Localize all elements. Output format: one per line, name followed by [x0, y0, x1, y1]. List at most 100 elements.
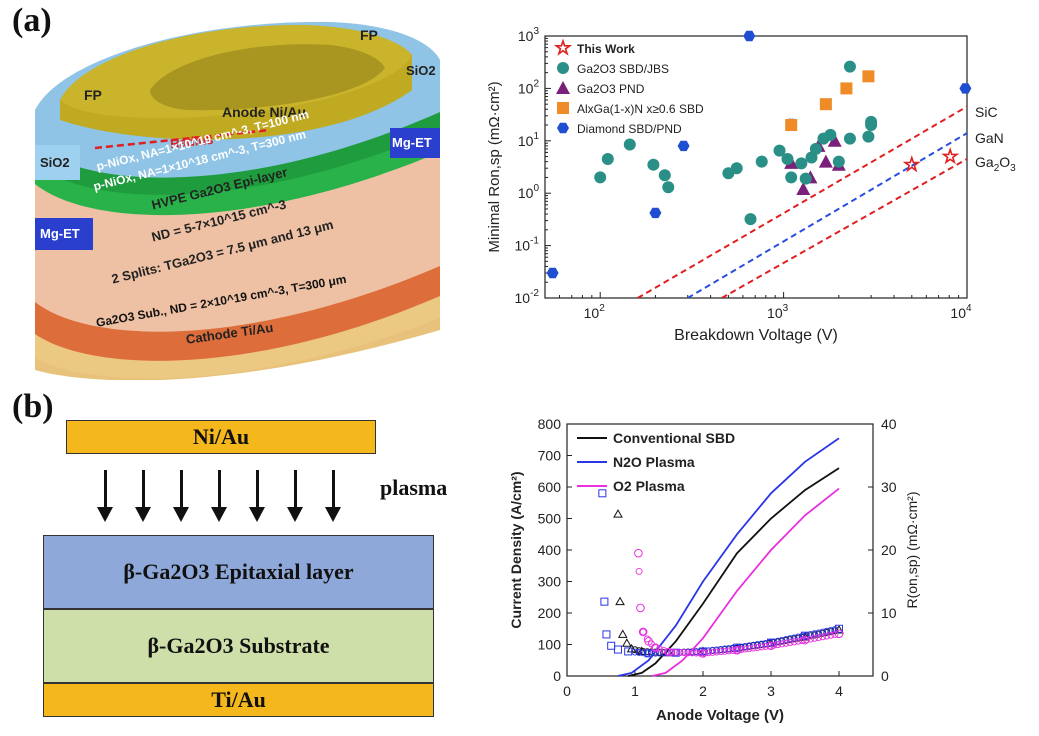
limit-line-Ga2O3 — [721, 158, 967, 298]
ron-dense-point — [794, 637, 802, 645]
legend-label: Conventional SBD — [613, 430, 735, 446]
y-right-tick-label: 30 — [881, 479, 897, 495]
point-circle — [601, 152, 614, 165]
ron-dense-point — [762, 643, 770, 650]
epitaxial-label: β-Ga2O3 Epitaxial layer — [123, 559, 354, 584]
point-circle — [799, 172, 812, 185]
ron-dense-point — [749, 644, 757, 652]
y-tick-label: 200 — [538, 605, 562, 621]
y-right-tick-label: 0 — [881, 668, 889, 684]
ron-dense-point — [806, 631, 814, 639]
y-axis-label: Minimal Ron,sp (mΩ·cm²) — [486, 81, 503, 252]
point-circle — [862, 130, 875, 143]
ron-point — [634, 548, 643, 558]
ron-dense-point — [704, 649, 712, 657]
plasma-arrow-4 — [211, 470, 227, 522]
ti-au-label: Ti/Au — [211, 687, 266, 712]
limit-label-gan: GaN — [975, 130, 1004, 146]
point-star — [902, 155, 921, 173]
ron-dense-point — [709, 648, 716, 656]
point-circle — [795, 157, 808, 170]
ron-point — [615, 596, 625, 606]
ti-au-layer: Ti/Au — [43, 683, 434, 717]
legend-label: Diamond SBD/PND — [577, 122, 682, 136]
y-tick-label: 10-2 — [515, 288, 540, 306]
plasma-arrow-1 — [97, 470, 113, 522]
x-tick-label: 2 — [699, 683, 707, 699]
ron-dense-point — [635, 567, 643, 575]
y-axis-label: Current Density (A/cm²) — [508, 471, 524, 628]
ron-point — [834, 625, 844, 634]
point-circle — [594, 171, 607, 184]
ron-dense-point — [639, 649, 647, 657]
ron-dense-point — [643, 649, 651, 657]
ron-dense-point — [647, 649, 655, 657]
y-tick-label: 500 — [538, 511, 562, 527]
y-right-tick-label: 20 — [881, 542, 897, 558]
legend-marker-star — [553, 38, 573, 56]
x-tick-label: 103 — [767, 303, 789, 321]
point-circle — [744, 213, 757, 226]
point-circle — [865, 115, 878, 128]
ron-dense-point — [725, 647, 733, 655]
ron-point — [614, 645, 622, 654]
ron-dense-point — [684, 649, 692, 657]
ron-dense-point — [758, 643, 765, 651]
ron-point — [617, 629, 628, 638]
legend-marker-hexagon — [557, 122, 569, 134]
ron-dense-point — [639, 628, 647, 636]
sub: 3 — [1010, 163, 1016, 174]
point-circle — [658, 169, 671, 182]
ron-dense-point — [680, 649, 688, 657]
ron-dense-point — [798, 637, 806, 644]
panel-b-label: (b) — [12, 388, 54, 425]
ron-dense-point — [811, 634, 818, 642]
limit-line-SiC — [637, 105, 967, 298]
ron-dense-point — [753, 644, 761, 651]
y-tick-label: 600 — [538, 479, 562, 495]
mget-right-label: Mg-ET — [392, 135, 432, 150]
device-cross-section — [35, 21, 440, 380]
y-tick-label: 10-1 — [515, 236, 540, 254]
ron-point — [602, 630, 611, 639]
ron-dense-point — [802, 636, 810, 644]
ron-dense-point — [704, 647, 712, 655]
ron-dense-point — [819, 633, 827, 641]
current-line — [627, 467, 840, 677]
plasma-arrow-6 — [287, 470, 303, 522]
point-square — [862, 70, 875, 83]
y-tick-label: 700 — [538, 448, 562, 464]
ron-point — [638, 627, 648, 637]
x-tick-exp: 4 — [966, 303, 972, 314]
legend-marker-circle — [557, 62, 569, 74]
x-tick-exp: 3 — [783, 303, 789, 314]
ron-dense-point — [737, 646, 745, 654]
point-circle — [662, 181, 675, 194]
ni-au-label: Ni/Au — [192, 424, 250, 449]
x-tick-label: 3 — [767, 683, 775, 699]
substrate-layer: β-Ga2O3 Substrate — [43, 609, 434, 683]
point-square — [785, 119, 798, 132]
ron-point — [834, 629, 844, 639]
point-hexagon — [677, 140, 690, 152]
point-circle — [730, 162, 743, 175]
ron-dense-point — [676, 649, 684, 656]
ron-dense-point — [631, 648, 639, 656]
fp-left-label: FP — [84, 87, 102, 103]
ron-point — [600, 597, 609, 606]
anode-label: Anode Ni/Au — [222, 104, 306, 120]
ron-dense-point — [823, 627, 831, 635]
legend-marker-triangle — [556, 81, 570, 94]
y-tick-label: 102 — [518, 78, 540, 96]
limit-label-ga2o3: Ga2O3 — [975, 154, 1016, 174]
ron-dense-point — [700, 649, 708, 657]
ron-dense-point — [696, 649, 704, 657]
limit-line-GaN — [687, 132, 967, 298]
legend-marker-square — [557, 102, 569, 114]
point-star — [941, 147, 960, 165]
ron-dense-point — [749, 641, 757, 649]
x-tick-label: 4 — [835, 683, 843, 699]
ron-dense-point — [790, 638, 798, 646]
